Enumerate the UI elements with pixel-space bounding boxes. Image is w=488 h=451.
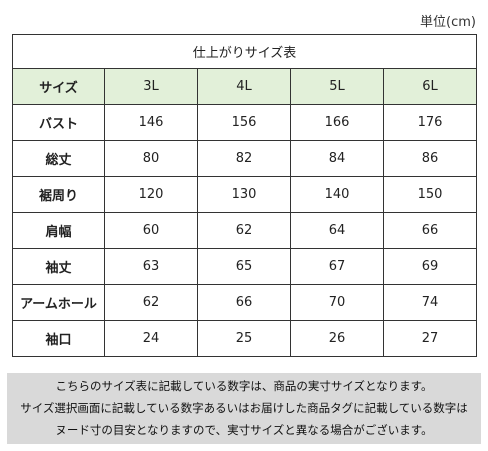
table-cell: 62 xyxy=(197,212,291,249)
table-cell: 84 xyxy=(290,140,384,177)
table-cell: 86 xyxy=(382,140,478,177)
table-header-row: サイズ 3L 4L 5L 6L xyxy=(12,68,478,105)
table-cell: 67 xyxy=(290,248,384,285)
table-cell: 150 xyxy=(382,176,478,213)
header-size-5l: 5L xyxy=(290,68,384,105)
size-table: 仕上がりサイズ表 サイズ 3L 4L 5L 6L バスト 146 156 166… xyxy=(11,34,478,357)
header-size-4l: 4L xyxy=(197,68,291,105)
table-cell: 65 xyxy=(197,248,291,285)
table-cell: 63 xyxy=(104,248,198,285)
table-cell: 60 xyxy=(104,212,198,249)
table-cell: 146 xyxy=(104,104,198,141)
table-cell: 26 xyxy=(290,320,384,357)
row-label: 総丈 xyxy=(12,140,105,177)
table-row: 裾周り 120 130 140 150 xyxy=(12,176,478,213)
table-row: 肩幅 60 62 64 66 xyxy=(12,212,478,249)
table-cell: 156 xyxy=(197,104,291,141)
table-cell: 130 xyxy=(197,176,291,213)
table-cell: 166 xyxy=(290,104,384,141)
table-caption-row: 仕上がりサイズ表 xyxy=(11,34,478,69)
size-note-box: こちらのサイズ表に記載している数字は、商品の実寸サイズとなります。 サイズ選択画… xyxy=(7,373,481,444)
table-cell: 66 xyxy=(197,284,291,321)
table-cell: 120 xyxy=(104,176,198,213)
note-line: サイズ選択画面に記載している数字あるいはお届けした商品タグに記載している数字は xyxy=(20,401,468,415)
row-label: アームホール xyxy=(12,284,105,321)
table-row: 袖丈 63 65 67 69 xyxy=(12,248,478,285)
table-cell: 80 xyxy=(104,140,198,177)
table-cell: 74 xyxy=(382,284,478,321)
table-row: 袖口 24 25 26 27 xyxy=(12,320,478,357)
table-cell: 82 xyxy=(197,140,291,177)
table-caption: 仕上がりサイズ表 xyxy=(11,34,478,69)
table-cell: 27 xyxy=(382,320,478,357)
table-cell: 69 xyxy=(382,248,478,285)
row-label: 袖口 xyxy=(12,320,105,357)
row-label: 肩幅 xyxy=(12,212,105,249)
row-label: バスト xyxy=(12,104,105,141)
table-cell: 62 xyxy=(104,284,198,321)
table-cell: 24 xyxy=(104,320,198,357)
table-cell: 70 xyxy=(290,284,384,321)
note-line: ヌード寸の目安となりますので、実寸サイズと異なる場合がございます。 xyxy=(55,423,433,437)
header-size-6l: 6L xyxy=(382,68,478,105)
table-cell: 176 xyxy=(382,104,478,141)
row-label: 袖丈 xyxy=(12,248,105,285)
table-row: アームホール 62 66 70 74 xyxy=(12,284,478,321)
table-cell: 140 xyxy=(290,176,384,213)
header-size-label: サイズ xyxy=(12,68,105,105)
table-cell: 66 xyxy=(382,212,478,249)
table-row: 総丈 80 82 84 86 xyxy=(12,140,478,177)
note-line: こちらのサイズ表に記載している数字は、商品の実寸サイズとなります。 xyxy=(55,379,433,393)
row-label: 裾周り xyxy=(12,176,105,213)
header-size-3l: 3L xyxy=(104,68,198,105)
table-cell: 25 xyxy=(197,320,291,357)
table-cell: 64 xyxy=(290,212,384,249)
unit-label: 単位(cm) xyxy=(420,15,476,30)
table-row: バスト 146 156 166 176 xyxy=(12,104,478,141)
